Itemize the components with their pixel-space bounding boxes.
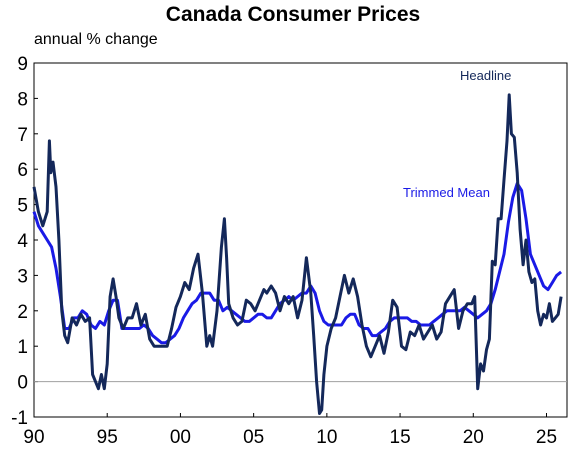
plot-area: [33, 62, 568, 418]
series-line-headline: [32, 93, 563, 415]
y-tick-label: 5: [17, 196, 28, 217]
x-tick-label: 05: [243, 427, 264, 448]
y-tick-label: 6: [17, 160, 28, 181]
x-tick-label: 95: [97, 427, 118, 448]
x-tick-label: 90: [23, 427, 44, 448]
series-group: [32, 93, 563, 415]
chart-title: Canada Consumer Prices: [166, 3, 420, 26]
x-tick-label: 10: [316, 427, 337, 448]
x-tick-label: 00: [170, 427, 191, 448]
annotation-trimmed-mean: Trimmed Mean: [403, 185, 490, 200]
y-tick-label: 1: [17, 337, 28, 358]
y-tick-label: -1: [11, 408, 28, 429]
y-tick-label: 3: [17, 266, 28, 287]
chart-subtitle: annual % change: [34, 31, 158, 48]
y-tick-label: 2: [17, 302, 28, 323]
x-axis-ticks: 90 95 00 05 10 15 20 25: [23, 413, 557, 448]
y-tick-label: 9: [17, 54, 28, 75]
y-tick-label: 8: [17, 89, 28, 110]
x-tick-label: 20: [463, 427, 484, 448]
y-tick-label: 7: [17, 125, 28, 146]
x-tick-label: 15: [390, 427, 411, 448]
y-tick-label: 4: [17, 231, 28, 252]
y-tick-label: 0: [17, 373, 28, 394]
x-tick-label: 25: [536, 427, 557, 448]
annotation-headline: Headline: [460, 68, 511, 83]
